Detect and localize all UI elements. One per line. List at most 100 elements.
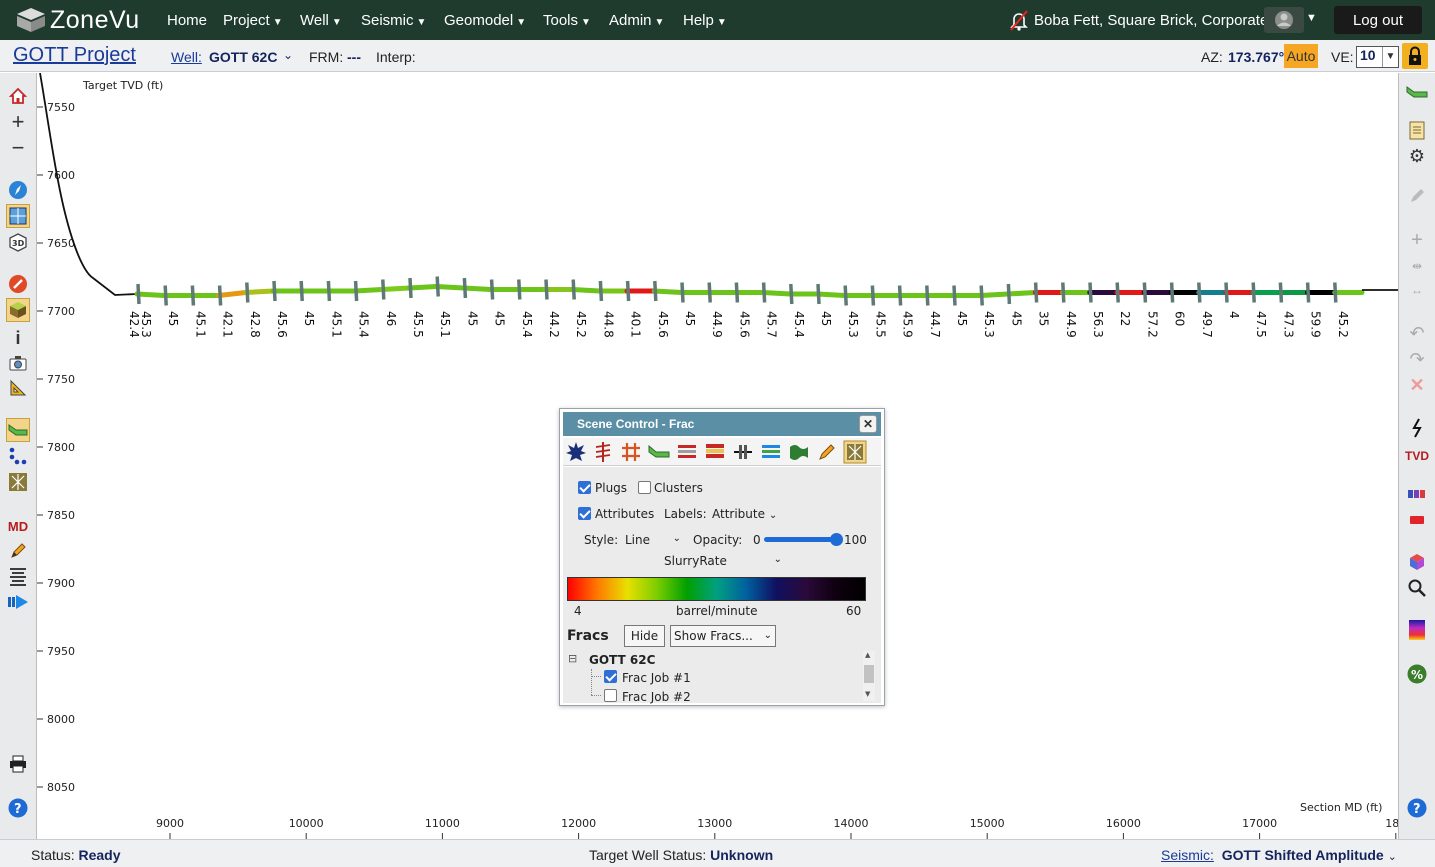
nav-admin[interactable]: Admin ▼ <box>609 12 665 29</box>
notifications-off-icon[interactable] <box>1008 9 1030 31</box>
pencil-icon[interactable] <box>6 539 30 563</box>
compass-icon[interactable] <box>6 178 30 202</box>
grid-view-icon[interactable] <box>6 204 30 228</box>
lock-button[interactable] <box>1402 43 1428 69</box>
opacity-slider-thumb[interactable] <box>830 533 843 546</box>
scatter-points-icon[interactable] <box>6 444 30 468</box>
frac-plug[interactable] <box>517 279 522 300</box>
frac-plug[interactable] <box>1142 282 1148 303</box>
frac-stage-segment[interactable] <box>978 291 1011 298</box>
frac-stage-segment[interactable] <box>406 284 439 291</box>
tvd-icon[interactable]: TVD <box>1405 449 1429 463</box>
clusters-checkbox[interactable] <box>638 481 651 494</box>
print-icon[interactable] <box>6 752 30 776</box>
frac-stage-segment[interactable] <box>815 291 848 298</box>
tree-collapse-icon[interactable]: ⊟ <box>568 652 578 665</box>
frac-plug[interactable] <box>489 279 495 300</box>
frac-plug[interactable] <box>816 283 821 305</box>
cross-section-icon[interactable] <box>619 440 643 464</box>
frac-icon[interactable] <box>843 440 867 464</box>
notes-icon[interactable] <box>1405 118 1429 142</box>
nav-home[interactable]: Home <box>167 12 208 29</box>
wellbore-path[interactable] <box>39 72 138 296</box>
pencil-icon[interactable] <box>815 440 839 464</box>
frac-stage-segment[interactable] <box>243 288 276 295</box>
settings-gear-icon[interactable]: ⚙ <box>1408 145 1426 166</box>
3d-view-icon[interactable]: 3D <box>6 230 30 254</box>
plugs-checkbox[interactable] <box>578 481 591 494</box>
labels-select[interactable]: Attribute ⌄ <box>712 507 778 521</box>
nav-project[interactable]: Project ▼ <box>223 12 283 29</box>
frac-plug[interactable] <box>1061 282 1066 303</box>
frac-plug[interactable] <box>462 277 468 299</box>
attributes-checkbox[interactable] <box>578 507 591 520</box>
logout-button[interactable]: Log out <box>1334 6 1422 34</box>
frac-plug[interactable] <box>952 285 957 306</box>
frac-job-2-checkbox[interactable] <box>604 689 617 702</box>
search-icon[interactable] <box>1405 576 1429 600</box>
red-bar-icon[interactable] <box>1405 508 1429 532</box>
frac-plug[interactable] <box>190 285 196 306</box>
frac-plug[interactable] <box>544 279 549 300</box>
frac-plug[interactable] <box>761 282 767 303</box>
nav-help[interactable]: Help ▼ <box>683 12 727 29</box>
auto-azimuth-button[interactable]: Auto <box>1284 44 1318 68</box>
zoom-in-icon[interactable]: + <box>11 109 25 134</box>
frac-stage-segment[interactable] <box>433 284 467 291</box>
frac-plug[interactable] <box>653 280 658 302</box>
frac-plug[interactable] <box>1033 282 1039 303</box>
frac-plug[interactable] <box>925 285 930 306</box>
seismic-selector[interactable]: Seismic: GOTT Shifted Amplitude ⌄ <box>1161 847 1397 863</box>
frac-plug[interactable] <box>571 279 576 300</box>
chevron-down-icon[interactable]: ⌄ <box>1387 851 1397 863</box>
frac-plug[interactable] <box>1251 282 1256 303</box>
frac-job-1-checkbox[interactable] <box>604 670 617 683</box>
md-icon[interactable]: MD <box>7 518 29 534</box>
redo-icon[interactable]: ↷ <box>1409 348 1425 369</box>
add-point-icon[interactable]: + <box>1411 228 1423 251</box>
close-icon[interactable]: ✕ <box>859 415 877 433</box>
frac-plug[interactable] <box>1197 282 1202 303</box>
scene-control-dialog[interactable]: Scene Control - Frac ✕ Plugs Clusters At… <box>559 408 885 706</box>
frac-plug[interactable] <box>598 280 604 302</box>
well-value[interactable]: GOTT 62C <box>209 49 278 65</box>
scene-control-header[interactable]: Scene Control - Frac ✕ <box>563 412 881 436</box>
well-log-icon[interactable] <box>591 440 615 464</box>
flag-icon[interactable] <box>787 440 811 464</box>
link-icon[interactable] <box>6 272 30 296</box>
frac-stage-segment[interactable] <box>134 291 167 298</box>
help-icon[interactable]: ? <box>1405 796 1429 820</box>
frac-plug[interactable] <box>734 282 740 303</box>
project-title[interactable]: GOTT Project <box>13 44 136 66</box>
zonevu-logo[interactable]: ZoneVu <box>16 6 140 34</box>
zones-icon[interactable] <box>703 440 727 464</box>
info-icon[interactable]: i <box>15 327 21 348</box>
frac-plug[interactable] <box>326 280 332 302</box>
frac-plug[interactable] <box>1115 282 1120 303</box>
frac-plug[interactable] <box>353 280 359 302</box>
zoom-out-icon[interactable]: − <box>11 135 25 160</box>
chevron-down-icon[interactable]: ⌄ <box>283 48 294 62</box>
frac-stage-segment[interactable] <box>570 287 603 294</box>
frac-plug[interactable] <box>245 282 250 303</box>
frac-stage-segment[interactable] <box>1005 290 1038 297</box>
frac-stage-segment[interactable] <box>216 290 249 298</box>
frac-plug[interactable] <box>1169 282 1175 303</box>
horizon-icon[interactable] <box>6 418 30 442</box>
style-select[interactable]: Line ⌄ <box>625 533 681 547</box>
frac-plug[interactable] <box>299 280 304 302</box>
nav-tools[interactable]: Tools ▼ <box>543 12 591 29</box>
show-fracs-select[interactable]: Show Fracs... ⌄ <box>670 625 776 647</box>
edit-pencil-icon[interactable] <box>1405 184 1429 208</box>
frac-plug[interactable] <box>1224 282 1229 303</box>
starburst-icon[interactable] <box>564 440 588 464</box>
frac-stage-segment[interactable] <box>651 288 684 295</box>
frac-plug[interactable] <box>789 283 794 305</box>
attribute-select[interactable]: SlurryRate ⌄ <box>664 554 782 568</box>
lines-icon[interactable] <box>6 564 30 588</box>
geomodel-cube-icon[interactable] <box>6 298 30 322</box>
section-plot-canvas[interactable]: Target TVD (ft) Section MD (ft) 7550 7600… <box>37 72 1406 839</box>
undo-icon[interactable]: ↶ <box>1409 322 1425 343</box>
frac-job-1-label[interactable]: Frac Job #1 <box>622 671 691 685</box>
tops-icon[interactable] <box>731 440 755 464</box>
